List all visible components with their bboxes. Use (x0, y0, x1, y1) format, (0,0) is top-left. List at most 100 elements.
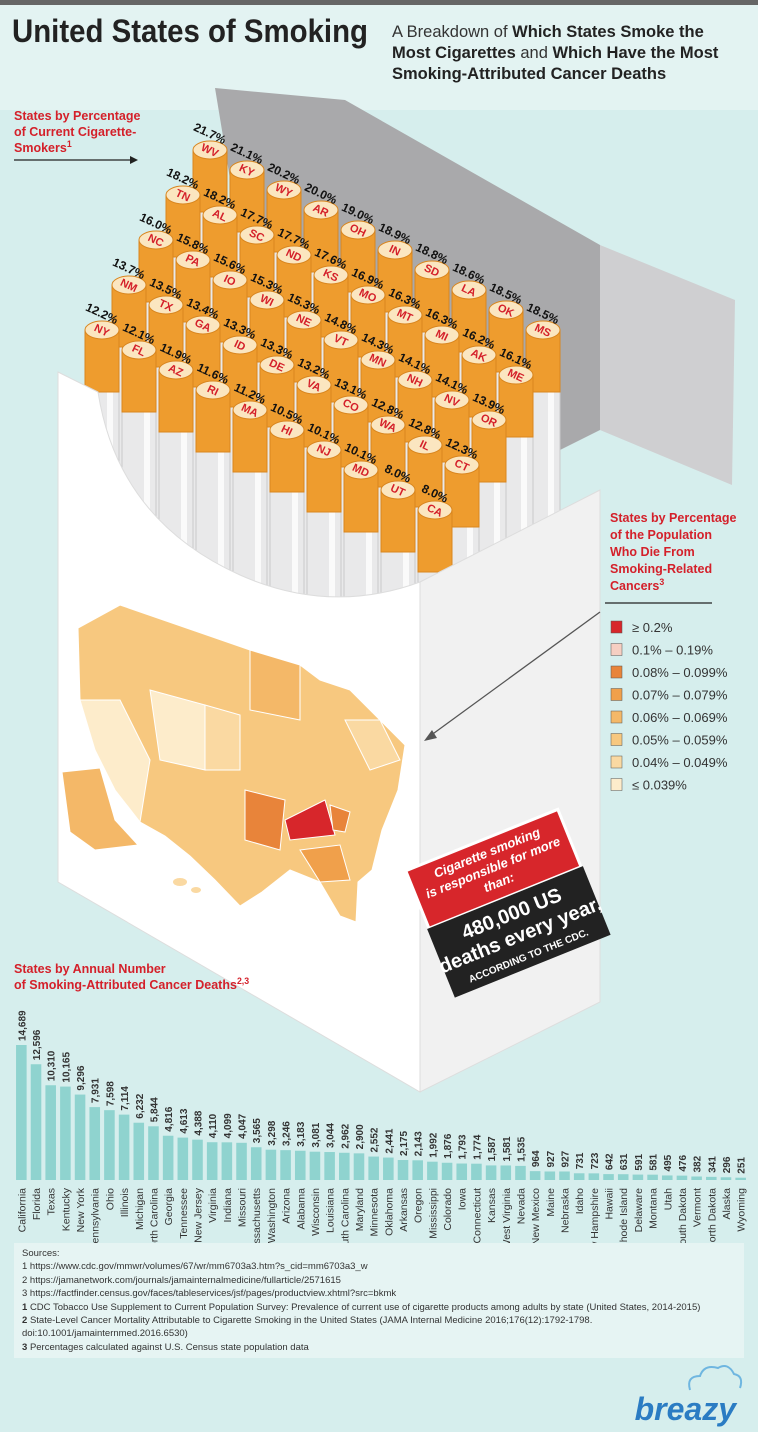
legend-swatch (610, 643, 623, 656)
subtitle-part: A Breakdown of (392, 23, 513, 41)
value-label: 964 (531, 1150, 542, 1167)
state-code: AL (210, 207, 229, 224)
cigarette-tip (222, 335, 258, 355)
value-label: 2,900 (355, 1124, 366, 1149)
state-code: KS (321, 267, 340, 284)
x-tick-label: Montana (648, 1188, 660, 1229)
cigarette-tip (434, 390, 470, 410)
cigarette-filter (158, 369, 194, 433)
cigarette-tip (397, 370, 433, 390)
x-tick-label: New Jersey (193, 1187, 205, 1243)
map-hawaii (173, 878, 187, 886)
state-code: UT (388, 482, 407, 499)
value-label: 723 (590, 1152, 601, 1169)
bar (45, 1085, 56, 1180)
legend-label: ≥ 0.2% (632, 620, 673, 635)
cigarette-tip (286, 310, 322, 330)
bar (647, 1174, 658, 1180)
state-code: IN (387, 243, 402, 259)
value-label: 3,298 (267, 1120, 278, 1145)
note-text: State-Level Cancer Mortality Attributabl… (22, 1315, 593, 1340)
map-region (329, 804, 351, 833)
state-code: LA (459, 282, 477, 299)
bar (427, 1161, 438, 1180)
x-tick-label: California (16, 1188, 28, 1233)
top-strip (0, 0, 758, 5)
map-region (204, 704, 241, 771)
x-tick-label: Wisconsin (310, 1188, 322, 1236)
x-tick-label: Louisiana (325, 1188, 337, 1233)
cigarette-tip (111, 275, 147, 295)
value-label: 251 (737, 1157, 748, 1174)
x-tick-label: Georgia (163, 1188, 175, 1226)
state-code: CT (452, 457, 471, 474)
value-label: 495 (663, 1154, 674, 1171)
x-tick-label: Missouri (237, 1188, 249, 1227)
value-label: 3,081 (311, 1122, 322, 1147)
bar (294, 1150, 306, 1180)
bar (383, 1157, 394, 1180)
cigarette-tip (185, 315, 221, 335)
cigarette-tip (370, 415, 406, 435)
header-bg (0, 5, 758, 110)
x-tick-label: Iowa (457, 1188, 469, 1210)
bar (148, 1126, 159, 1180)
map-region (244, 789, 286, 851)
x-tick-label: Indiana (222, 1188, 234, 1223)
title-sup: 1 (67, 139, 72, 149)
bar (471, 1163, 482, 1180)
legend-label: 0.1% – 0.19% (632, 643, 713, 658)
cigarette-tip (148, 295, 184, 315)
x-tick-label: Maine (545, 1188, 557, 1217)
bar (206, 1142, 218, 1180)
bar (529, 1171, 541, 1180)
cigarette-tip (350, 285, 386, 305)
value-label: 296 (722, 1156, 733, 1173)
title-line: States by Annual Number (14, 962, 166, 976)
logo-cloud (688, 1365, 743, 1391)
bar (500, 1165, 512, 1180)
cigarette-tip (414, 260, 450, 280)
sources-title: Sources: (22, 1248, 60, 1259)
note-number: 3 (22, 1341, 28, 1353)
cigarette-shade (218, 450, 224, 660)
value-label: 12,596 (32, 1029, 43, 1060)
arrow (429, 611, 601, 737)
bar (16, 1045, 27, 1180)
state-code: ID (232, 338, 247, 354)
cigarettes: WV21.7%KY21.1%WY20.2%TN18.2%AR20.0%AL18.… (83, 120, 562, 781)
x-tick-label: North Dakota (706, 1188, 718, 1250)
x-tick-label: Nevada (515, 1188, 527, 1224)
section-title: Who Die From (610, 545, 695, 559)
cigarette-tip (195, 380, 231, 400)
bar (485, 1165, 497, 1180)
x-tick-label: New Mexico (530, 1188, 542, 1245)
section-title: States by Percentage (14, 109, 140, 123)
title-line: of Current Cigarette- (14, 125, 136, 139)
x-tick-label: Utah (662, 1188, 674, 1210)
bar (60, 1086, 71, 1180)
section-title: Cancers3 (610, 577, 664, 593)
legend-swatch (610, 755, 623, 769)
source-link: 3 https://factfinder.census.gov/faces/ta… (22, 1288, 397, 1300)
x-tick-label: Alabama (295, 1188, 307, 1230)
state-code: MI (433, 328, 449, 344)
value-label: 10,310 (47, 1050, 58, 1081)
value-label: 10,165 (61, 1052, 72, 1083)
section-title: States by Annual Number (14, 962, 166, 976)
x-tick-label: North Carolina (148, 1188, 160, 1256)
bar (412, 1160, 423, 1180)
bar (456, 1163, 468, 1180)
bar (691, 1176, 702, 1180)
value-label: 3,183 (296, 1121, 307, 1146)
bar (368, 1156, 379, 1180)
value-label: 4,816 (164, 1106, 175, 1131)
box-side (419, 489, 601, 1093)
value-label: 1,774 (472, 1134, 483, 1159)
bar-chart: 14,689 California 12,596 Florida 10,310 Texas… (16, 1010, 748, 1263)
cigarette-filter (306, 449, 342, 513)
value-label: 4,110 (208, 1113, 219, 1138)
value-label: 4,388 (194, 1110, 205, 1135)
x-tick-label: Florida (31, 1188, 43, 1220)
cigarette-tip (232, 400, 268, 420)
